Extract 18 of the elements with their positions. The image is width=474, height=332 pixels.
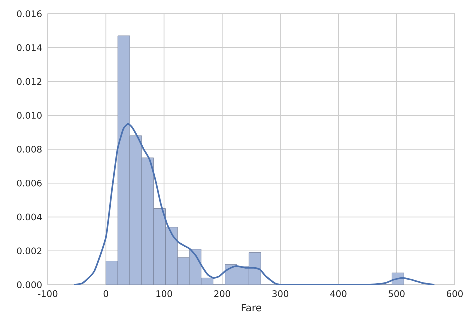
x-tick-label: 600 [447, 290, 463, 298]
x-tick-label: 500 [388, 290, 405, 298]
x-tick-label: -100 [38, 290, 58, 298]
x-tick-label: 0 [104, 290, 108, 298]
y-tick-label: 0.012 [17, 78, 42, 86]
x-tick-label: 200 [214, 290, 230, 298]
x-tick-label: 300 [272, 290, 289, 298]
x-tick-label: 100 [156, 290, 172, 298]
y-tick-label: 0.016 [17, 10, 42, 18]
y-tick-label: 0.010 [17, 112, 42, 120]
y-tick-label: 0.014 [17, 44, 42, 52]
x-tick-label: 400 [330, 290, 347, 298]
y-tick-label: 0.006 [17, 180, 42, 187]
y-tick-label: 0.002 [17, 248, 42, 255]
y-tick-label: 0.000 [17, 282, 42, 288]
y-tick-label: 0.008 [17, 146, 42, 153]
y-tick-label: 0.004 [17, 214, 42, 221]
x-axis-title: Fare [242, 304, 262, 312]
